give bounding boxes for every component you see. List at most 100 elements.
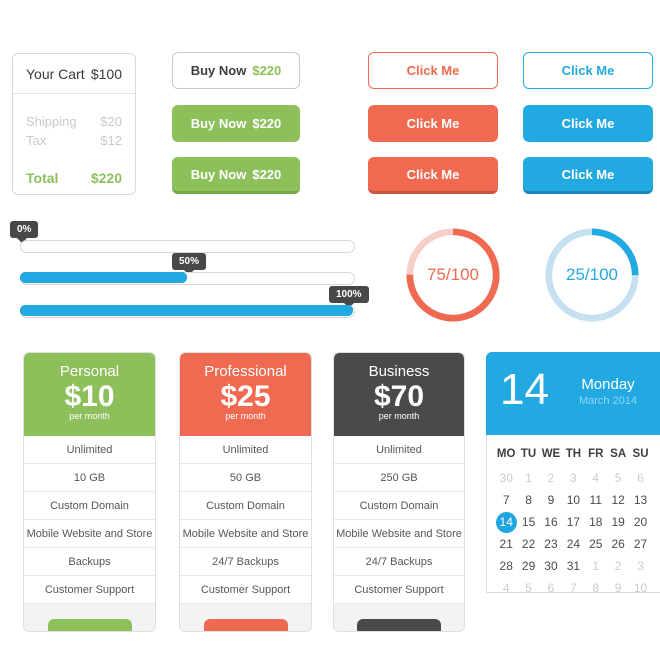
calendar-day[interactable]: 9 [547,493,555,507]
calendar-day[interactable]: 29 [521,559,536,573]
plan-price: $25 [220,380,271,413]
calendar-day[interactable]: 30 [544,559,558,573]
plan-feature: 10 GB [24,464,155,492]
calendar-day[interactable]: 27 [633,537,648,551]
click-me-button-blue[interactable]: Click Me [523,105,653,142]
calendar-day[interactable]: 30 [499,471,513,485]
calendar-day[interactable]: 21 [499,537,513,551]
cart-header: Your Cart $100 [13,54,135,94]
calendar-day[interactable]: 3 [570,471,577,485]
calendar-day[interactable]: 10 [633,581,648,595]
calendar-day[interactable]: 24 [566,537,581,551]
progress-fill [20,305,353,316]
calendar-month-year: March 2014 [578,395,638,407]
buy-now-button-green[interactable]: Buy Now $220 [172,105,300,142]
plan-signup-button[interactable] [357,619,441,631]
calendar-day[interactable]: 3 [637,559,644,573]
calendar-day[interactable]: 7 [502,493,510,507]
click-me-button-blue-outline[interactable]: Click Me [523,52,653,89]
calendar-day-selected[interactable]: 14 [495,511,518,533]
calendar-week-row: 28 29 30 31 1 2 3 [495,555,660,577]
calendar-day[interactable]: 19 [611,515,625,529]
calendar-day[interactable]: 5 [614,471,622,485]
click-me-button-red[interactable]: Click Me [368,105,498,142]
calendar-day[interactable]: 10 [566,493,581,507]
calendar-day[interactable]: 9 [614,581,622,595]
plan-feature: Mobile Website and Store [334,520,464,548]
buy-now-label: Buy Now [190,166,247,182]
calendar-day[interactable]: 1 [525,471,532,485]
click-me-label: Click Me [561,63,615,78]
pricing-card-business: Business $70 per month Unlimited 250 GB … [333,352,465,632]
calendar-day-number: 14 [500,365,549,414]
calendar-day[interactable]: 8 [525,493,532,507]
calendar-day[interactable]: 12 [611,493,625,507]
click-me-button-red-pressed[interactable]: Click Me [368,157,498,194]
calendar-day[interactable]: 4 [502,581,510,595]
calendar-day[interactable]: 20 [633,515,648,529]
plan-feature: 24/7 Backups [180,548,311,576]
calendar-day[interactable]: 4 [592,471,600,485]
calendar-header-text: Monday March 2014 [558,376,658,407]
calendar-day[interactable]: 26 [611,537,625,551]
plan-name: Personal [59,363,120,380]
cart-tax-label: Tax [26,133,47,148]
plan-name: Professional [204,363,287,380]
calendar-day[interactable]: 31 [566,559,581,573]
plan-signup-button[interactable] [203,619,288,631]
calendar-body: MO TU WE TH FR SA SU 30 1 2 3 4 5 6 7 8 … [486,435,660,595]
progress-bar-100 [20,305,355,318]
click-me-label: Click Me [561,116,615,131]
click-me-label: Click Me [406,63,460,78]
plan-feature: Custom Domain [334,492,464,520]
click-me-button-red-outline[interactable]: Click Me [368,52,498,89]
calendar-day[interactable]: 25 [589,537,603,551]
cart-subtotal: $100 [90,66,122,82]
calendar-day[interactable]: 1 [592,559,600,573]
calendar-day[interactable]: 18 [589,515,603,529]
click-me-button-blue-pressed[interactable]: Click Me [523,157,653,194]
pricing-header: Business $70 per month [334,353,464,436]
buy-now-button-outline[interactable]: Buy Now $220 [172,52,300,89]
calendar-day[interactable]: 2 [614,559,622,573]
plan-name: Business [368,363,430,380]
calendar-week-row: 21 22 23 24 25 26 27 [495,533,660,555]
calendar-day[interactable]: 7 [570,581,577,595]
plan-feature: Unlimited [334,436,464,464]
cart-tax-value: $12 [100,133,122,148]
weekday-label: FR [588,448,604,460]
calendar-day[interactable]: 8 [592,581,600,595]
calendar-day-selected-number: 14 [499,515,513,529]
buy-now-price: $220 [252,63,282,78]
calendar-day[interactable]: 15 [521,515,536,529]
plan-feature: 50 GB [180,464,311,492]
calendar-day-name: Monday [581,376,635,393]
plan-feature: Customer Support [24,576,155,604]
calendar-day[interactable]: 11 [589,493,602,507]
cart-shipping-value: $20 [100,114,122,129]
calendar-day[interactable]: 28 [499,559,513,573]
circular-progress-75: 75/100 [405,227,501,323]
click-me-label: Click Me [561,166,615,182]
weekday-label: WE [541,448,561,460]
plan-feature: Customer Support [334,576,464,604]
cart-body: Shipping $20 Tax $12 Total $220 [13,94,135,186]
plan-feature: Mobile Website and Store [24,520,155,548]
calendar-day[interactable]: 2 [547,471,555,485]
calendar-day[interactable]: 23 [544,537,558,551]
click-me-label: Click Me [406,166,460,182]
calendar-day[interactable]: 13 [633,493,648,507]
calendar-day[interactable]: 6 [637,471,644,485]
cart-total-value: $220 [90,170,122,186]
plan-feature: 24/7 Backups [334,548,464,576]
calendar-day[interactable]: 22 [521,537,536,551]
plan-signup-button[interactable] [47,619,132,631]
pricing-footer [180,604,311,631]
plan-feature: Backups [24,548,155,576]
buy-now-button-green-pressed[interactable]: Buy Now $220 [172,157,300,194]
calendar-day[interactable]: 5 [525,581,532,595]
calendar-day[interactable]: 16 [544,515,558,529]
calendar-day[interactable]: 17 [566,515,581,529]
calendar-day[interactable]: 6 [547,581,555,595]
